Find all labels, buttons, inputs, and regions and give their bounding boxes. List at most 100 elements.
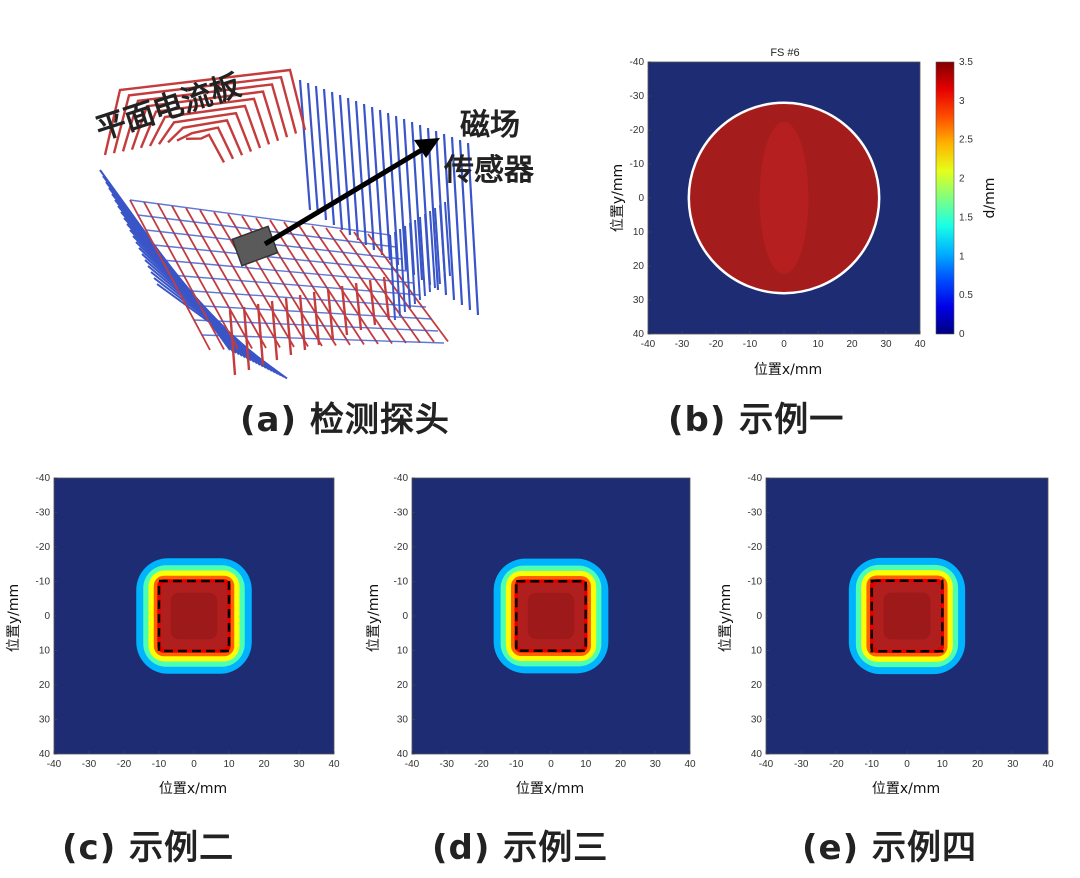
x-tick-label: 30 — [293, 759, 305, 770]
coil-wire-blue — [338, 94, 352, 236]
coil-wire-blue — [346, 97, 360, 241]
caption-b: (b) 示例一 — [668, 400, 845, 440]
heatmap-e: 位置x/mm 位置y/mm -40 -30 -20 -10 0 10 20 30 40-40-3… — [718, 473, 1054, 797]
x-tick-label: 30 — [880, 339, 892, 350]
y-tick-label: 20 — [633, 261, 645, 272]
defect-core — [170, 592, 218, 640]
y-tick-label: 20 — [751, 680, 763, 691]
defect-core — [883, 592, 931, 640]
y-tick-label: -40 — [630, 57, 645, 68]
y-tick-label: -10 — [394, 577, 409, 588]
y-tick-label: -30 — [36, 508, 51, 519]
y-tick-label: 0 — [638, 193, 644, 204]
colorbar-tick-label: 1 — [959, 251, 965, 262]
coil-wire-blue — [156, 283, 288, 380]
coil-wire-blue — [444, 201, 451, 277]
coil-wire-blue — [439, 204, 446, 281]
x-tick-label: -20 — [709, 339, 724, 350]
y-axis-label: 位置y/mm — [366, 584, 382, 652]
coil-wire-blue — [399, 228, 406, 313]
y-tick-label: 30 — [751, 715, 763, 726]
coil-wire-blue — [389, 234, 396, 321]
defect-boundary — [157, 579, 231, 653]
coil-wire-red — [158, 111, 253, 153]
colorbar-tick-label: 0 — [959, 329, 965, 340]
x-tick-label: -20 — [117, 759, 132, 770]
y-tick-label: -20 — [748, 542, 763, 553]
colorbar-tick-label: 2.5 — [959, 135, 973, 146]
coil-wire-red — [228, 309, 237, 376]
colorbar-tick-label: 3 — [959, 96, 965, 107]
x-tick-label: -20 — [474, 759, 489, 770]
coil-wire-blue — [450, 136, 464, 306]
x-axis-label: 位置x/mm — [872, 781, 940, 797]
y-tick-label: -20 — [394, 542, 409, 553]
x-tick-label: 0 — [781, 339, 787, 350]
coil-wire-blue — [426, 127, 440, 291]
x-tick-label: 0 — [191, 759, 197, 770]
coil-wire-blue — [354, 100, 368, 246]
caption-e: (e) 示例四 — [802, 828, 977, 868]
x-axis-label: 位置x/mm — [159, 781, 227, 797]
coil-wire-red — [270, 300, 279, 361]
x-tick-label: -40 — [641, 339, 656, 350]
coil-wire-blue — [129, 199, 391, 236]
x-tick-label: 30 — [650, 759, 662, 770]
defect-boundary — [870, 579, 944, 653]
x-tick-label: 20 — [972, 759, 984, 770]
coil-wire-red — [368, 279, 377, 326]
coil-wire-blue — [424, 213, 431, 293]
coil-wire-red — [326, 288, 335, 341]
coil-wire-blue — [409, 222, 416, 305]
x-tick-label: 10 — [812, 339, 824, 350]
y-tick-label: -20 — [630, 125, 645, 136]
colorbar-tick-label: 1.5 — [959, 212, 973, 223]
coil-wire-blue — [429, 210, 436, 289]
colorbar-tick-label: 3.5 — [959, 57, 973, 68]
y-axis-label: 位置y/mm — [6, 584, 22, 652]
coil-wire-blue — [306, 82, 320, 216]
panel-b-heatmap: FS #6 位置x/mm 位置y/mm d/mm -40 -30 -20 -10 0 10… — [600, 40, 1020, 385]
coil-wire-red — [185, 207, 267, 349]
heatmap-d: 位置x/mm 位置y/mm -40 -30 -20 -10 0 10 20 30 40-40-3… — [366, 473, 696, 797]
y-tick-label: -10 — [36, 577, 51, 588]
coil-wire-red — [297, 223, 379, 345]
defect-core — [527, 592, 575, 640]
y-tick-label: 10 — [633, 227, 645, 238]
y-tick-label: 30 — [397, 715, 409, 726]
coil-wire-red — [256, 303, 265, 366]
coil-wire-blue — [410, 121, 424, 281]
y-tick-label: -10 — [748, 577, 763, 588]
heatmap-c: 位置x/mm 位置y/mm -40 -30 -20 -10 0 10 20 30 40-40-3… — [6, 473, 340, 797]
coil-wire-blue — [404, 225, 411, 309]
coil-wire-red — [312, 291, 321, 346]
colorbar — [935, 61, 955, 335]
x-tick-label: -30 — [82, 759, 97, 770]
coil-wire-red — [185, 133, 226, 163]
coil-wire-blue — [394, 231, 401, 317]
coil-wire-red — [298, 294, 307, 351]
y-tick-label: -40 — [748, 473, 763, 484]
x-tick-label: 20 — [615, 759, 627, 770]
y-tick-label: -40 — [394, 473, 409, 484]
coil-wire-red — [148, 104, 262, 149]
y-tick-label: 20 — [397, 680, 409, 691]
x-tick-label: 0 — [904, 759, 910, 770]
coil-wire-red — [103, 68, 307, 156]
coil-wire-red — [325, 227, 407, 344]
sensor-arrow — [263, 145, 427, 247]
coil-wire-blue — [458, 139, 472, 311]
x-tick-label: 40 — [684, 759, 696, 770]
coil-wire-blue — [153, 244, 409, 272]
x-tick-label: -40 — [405, 759, 420, 770]
x-tick-label: 30 — [1007, 759, 1019, 770]
coil-wire-red — [121, 83, 289, 152]
x-tick-label: -40 — [759, 759, 774, 770]
coil-wire-red — [382, 276, 391, 321]
colorbar-tick-label: 2 — [959, 174, 965, 185]
coil-wire-blue — [466, 142, 480, 316]
y-tick-label: 0 — [402, 611, 408, 622]
x-tick-label: 10 — [580, 759, 592, 770]
x-tick-label: -30 — [440, 759, 455, 770]
coil-wire-red — [269, 219, 351, 346]
